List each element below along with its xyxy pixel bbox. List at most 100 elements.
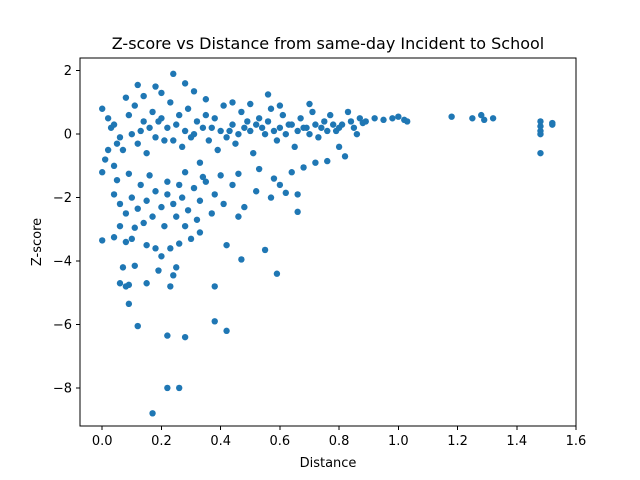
scatter-point-119: [371, 115, 378, 122]
scatter-point-43: [208, 210, 215, 217]
scatter-point-102: [267, 105, 275, 112]
scatter-point-96: [232, 140, 239, 147]
scatter-point-130: [202, 96, 210, 103]
scatter-point-55: [164, 191, 171, 198]
scatter-point-151: [341, 153, 349, 160]
scatter-point-122: [152, 83, 159, 90]
x-tick-label: 1.0: [388, 434, 409, 449]
y-tick-label: −2: [53, 191, 72, 206]
scatter-point-67: [252, 188, 260, 195]
y-axis-label: Z-score: [30, 218, 45, 266]
scatter-point-129: [122, 94, 130, 101]
scatter-point-143: [235, 170, 242, 177]
scatter-point-24: [122, 238, 130, 246]
scatter-point-61: [196, 197, 204, 204]
scatter-points: [99, 70, 556, 417]
chart-title: Z-score vs Distance from same-day Incide…: [112, 34, 545, 53]
scatter-point-2: [176, 384, 183, 392]
scatter-point-31: [187, 235, 195, 243]
scatter-point-167: [187, 134, 195, 141]
scatter-point-172: [217, 127, 224, 135]
scatter-point-26: [143, 241, 150, 249]
scatter-point-178: [252, 121, 260, 128]
scatter-point-52: [143, 197, 150, 204]
scatter-point-158: [134, 140, 141, 147]
scatter-point-135: [99, 169, 106, 176]
scatter-point-69: [282, 189, 289, 197]
scatter-point-15: [155, 267, 162, 274]
scatter-point-121: [134, 81, 141, 89]
scatter-point-91: [202, 111, 210, 119]
scatter-point-184: [288, 121, 295, 128]
scatter-point-150: [324, 157, 331, 165]
scatter-point-168: [193, 118, 201, 125]
scatter-point-194: [359, 119, 366, 127]
scatter-point-146: [288, 169, 295, 176]
scatter-point-23: [110, 234, 118, 241]
scatter-point-117: [356, 115, 364, 122]
scatter-point-16: [170, 272, 177, 279]
scatter-point-41: [181, 222, 189, 230]
scatter-point-115: [344, 108, 352, 116]
scatter-point-82: [149, 108, 156, 116]
scatter-point-128: [264, 91, 272, 98]
scatter-point-5: [134, 322, 141, 330]
scatter-point-103: [273, 137, 281, 144]
scatter-point-47: [116, 200, 124, 208]
scatter-point-38: [149, 213, 156, 220]
scatter-point-195: [389, 115, 396, 122]
scatter-point-63: [211, 191, 218, 198]
scatter-point-35: [116, 222, 124, 230]
scatter-point-54: [158, 203, 165, 211]
scatter-point-57: [176, 181, 183, 189]
scatter-point-84: [161, 137, 168, 144]
scatter-point-53: [152, 188, 159, 195]
scatter-point-7: [211, 318, 218, 325]
scatter-point-99: [250, 149, 257, 157]
scatter-point-95: [226, 127, 233, 135]
y-tick-label: −4: [53, 255, 72, 270]
scatter-point-132: [247, 100, 254, 108]
scatter-point-138: [146, 172, 153, 179]
scatter-point-104: [279, 111, 287, 119]
scatter-point-12: [143, 280, 150, 287]
scatter-point-25: [128, 235, 136, 243]
scatter-point-144: [255, 165, 263, 173]
scatter-point-72: [104, 115, 112, 122]
scatter-point-21: [238, 256, 245, 263]
scatter-point-40: [173, 213, 180, 220]
scatter-point-36: [131, 224, 138, 231]
scatter-point-60: [190, 184, 198, 192]
scatter-point-161: [152, 134, 159, 141]
scatter-point-133: [276, 102, 284, 109]
scatter-point-116: [350, 124, 358, 131]
scatter-point-188: [312, 121, 319, 128]
scatter-point-131: [229, 99, 236, 106]
scatter-point-32: [196, 229, 204, 236]
scatter-point-77: [119, 146, 127, 154]
scatter-point-126: [158, 89, 165, 97]
scatter-point-203: [489, 115, 497, 122]
scatter-point-76: [110, 162, 118, 170]
scatter-point-64: [220, 200, 227, 208]
scatter-point-174: [229, 121, 236, 128]
scatter-point-139: [164, 178, 171, 185]
scatter-point-88: [184, 105, 192, 112]
scatter-point-100: [255, 115, 263, 122]
scatter-point-193: [347, 118, 355, 125]
scatter-point-50: [134, 205, 141, 212]
scatter-point-39: [161, 222, 168, 230]
x-tick-label: 0.0: [92, 434, 113, 449]
scatter-point-80: [137, 127, 144, 135]
x-axis-ticks: 0.0 0.2 0.4 0.6 0.8 1.0 1.2 1.4 1.6: [92, 426, 586, 449]
scatter-point-28: [158, 253, 165, 260]
y-tick-label: 0: [64, 128, 72, 143]
scatter-point-92: [208, 124, 215, 131]
scatter-point-202: [481, 116, 488, 124]
x-tick-label: 1.4: [506, 434, 527, 449]
scatter-point-85: [167, 99, 174, 106]
scatter-point-171: [211, 115, 218, 122]
scatter-point-70: [294, 191, 301, 198]
scatter-point-48: [122, 210, 130, 217]
